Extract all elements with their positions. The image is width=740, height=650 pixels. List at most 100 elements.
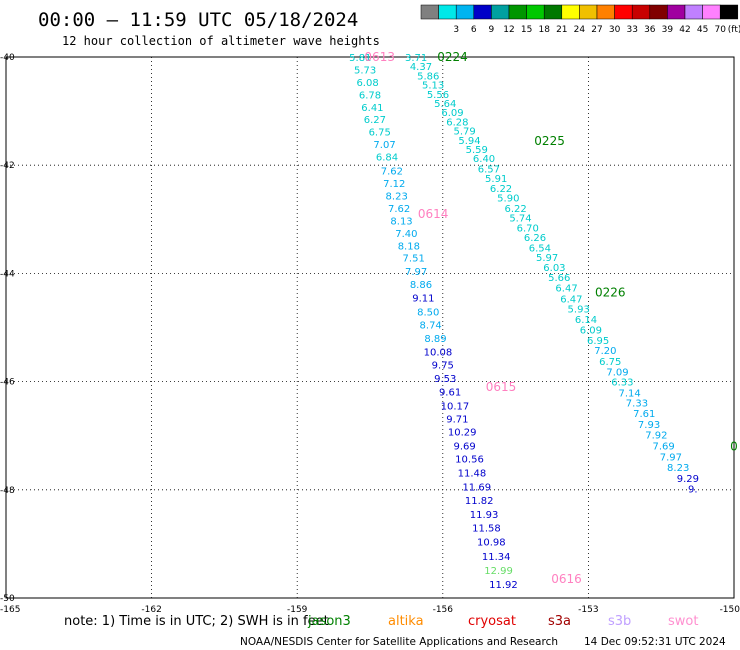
wave-height-value: 5.94: [458, 136, 480, 147]
wave-height-value: 6.27: [364, 115, 386, 126]
generated-timestamp: 14 Dec 09:52:31 UTC 2024: [584, 636, 726, 648]
scale-label: 36: [644, 25, 656, 35]
wave-height-value: 5.91: [485, 174, 507, 185]
wave-height-value: 11.48: [458, 468, 487, 479]
wave-height-value: 11.58: [472, 524, 501, 535]
wave-height-value: 6.14: [575, 315, 597, 326]
wave-height-value: 6.47: [555, 283, 577, 294]
wave-height-value: 7.62: [381, 167, 403, 178]
wave-height-value: 8.13: [390, 216, 412, 227]
wave-height-value: 7.14: [619, 388, 641, 399]
wave-height-value: 6.47: [560, 294, 582, 305]
wave-height-value: 7.97: [660, 452, 682, 463]
scale-label: 6: [471, 25, 477, 35]
wave-height-value: 5.90: [497, 194, 519, 205]
wave-height-value: 7.12: [383, 179, 405, 190]
wave-height-value: 6.22: [504, 204, 526, 215]
lat-tick-label: -42: [0, 161, 15, 171]
wave-height-value: 6.40: [473, 154, 495, 165]
scale-label: 21: [556, 25, 567, 35]
wave-height-value: 7.09: [606, 367, 628, 378]
wave-height-value: 9.69: [454, 441, 476, 452]
wave-height-value: 6.70: [517, 223, 539, 234]
lat-tick-label: -48: [0, 486, 15, 496]
altimeter-measurements: 5.815.736.086.786.416.276.757.076.847.62…: [349, 53, 699, 591]
wave-height-value: 6.03: [543, 263, 565, 274]
wave-height-value: 9.11: [412, 294, 434, 305]
scale-swatch: [614, 4, 633, 20]
satellite-altika: altika: [388, 614, 424, 629]
wave-height-value: 10.17: [441, 401, 470, 412]
wave-height-value: 8.89: [424, 334, 446, 345]
pass-number-label: 0615: [486, 380, 517, 394]
wave-height-value: 5.79: [454, 127, 476, 138]
scale-swatch: [596, 4, 615, 20]
scale-unit: (ft): [728, 25, 740, 35]
scale-swatch: [543, 4, 563, 20]
wave-height-value: 6.08: [356, 78, 378, 89]
scale-swatch: [579, 4, 598, 20]
lon-tick-label: -156: [433, 605, 454, 615]
scale-label: 24: [574, 25, 586, 35]
wave-height-value: 5.56: [427, 90, 449, 101]
pass-number-label: 0614: [418, 207, 449, 221]
wave-height-value: 6.57: [478, 164, 500, 175]
pass-number-label: 0: [730, 440, 738, 454]
map-subtitle: 12 hour collection of altimeter wave hei…: [62, 34, 380, 48]
wave-height-value: 11.69: [462, 483, 491, 494]
wave-height-value: 8.74: [420, 320, 442, 331]
scale-label: 30: [609, 25, 621, 35]
wave-height-value: 11.34: [482, 552, 511, 563]
scale-label: 3: [453, 25, 459, 35]
wave-height-value: 6.75: [369, 128, 391, 139]
wave-height-value: 5.93: [568, 305, 590, 316]
scale-label: 70: [714, 25, 726, 35]
footer-note: note: 1) Time is in UTC; 2) SWH is in fe…: [64, 614, 329, 629]
lon-tick-label: -165: [0, 605, 20, 615]
scale-swatch: [631, 4, 651, 20]
scale-swatch: [455, 4, 475, 20]
pass-number-label: 0224: [437, 50, 468, 64]
wave-height-value: 6.54: [529, 243, 551, 254]
wave-height-value: 6.75: [599, 357, 621, 368]
credit-text: NOAA/NESDIS Center for Satellite Applica…: [240, 636, 558, 648]
scale-label: 9: [489, 25, 495, 35]
wave-height-value: 7.69: [652, 441, 674, 452]
scale-label: 12: [503, 25, 514, 35]
lon-tick-label: -153: [578, 605, 598, 615]
pass-number-label: 0226: [595, 285, 626, 299]
pass-number-label: 0616: [551, 572, 582, 586]
wave-height-value: 11.93: [470, 510, 499, 521]
wave-height-value: 10.08: [424, 347, 453, 358]
wave-height-value: 5.73: [354, 65, 376, 76]
wave-height-value: 5.13: [422, 81, 444, 92]
wave-height-value: 7.92: [645, 431, 667, 442]
wave-height-value: 6.84: [376, 153, 398, 164]
wave-height-value: 7.40: [395, 229, 417, 240]
wave-height-value: 7.97: [405, 267, 427, 278]
scale-swatch: [667, 4, 686, 20]
wave-height-value: 5.66: [548, 273, 570, 284]
wave-height-value: 8.86: [410, 280, 432, 291]
wave-height-value: 5.74: [509, 214, 531, 225]
scale-swatch: [526, 4, 545, 20]
scale-swatch: [561, 4, 580, 20]
wave-height-value: 6.22: [490, 184, 512, 195]
lon-tick-label: -162: [141, 605, 161, 615]
wave-height-value: 6.09: [441, 108, 463, 119]
pass-number-label: 0613: [364, 50, 395, 64]
wave-height-value: 6.33: [611, 378, 633, 389]
wave-height-value: 12.99: [484, 566, 513, 577]
scale-label: 39: [662, 25, 674, 35]
axis-ticks: -165 -162 -159 -156 -153 -150 -40 -42 -44 -46 -48 -…: [0, 53, 740, 615]
wave-height-value: 5.81: [349, 53, 371, 64]
pass-number-label: 0225: [534, 134, 565, 148]
map-title: 00:00 – 11:59 UTC 05/18/2024: [38, 9, 358, 31]
scale-swatch: [473, 4, 492, 20]
scale-swatch: [508, 4, 527, 20]
wave-height-value: 5.64: [434, 99, 456, 110]
wave-height-value: 8.23: [386, 191, 408, 202]
wave-height-value: 9.53: [434, 374, 456, 385]
lat-tick-label: -44: [0, 269, 15, 279]
